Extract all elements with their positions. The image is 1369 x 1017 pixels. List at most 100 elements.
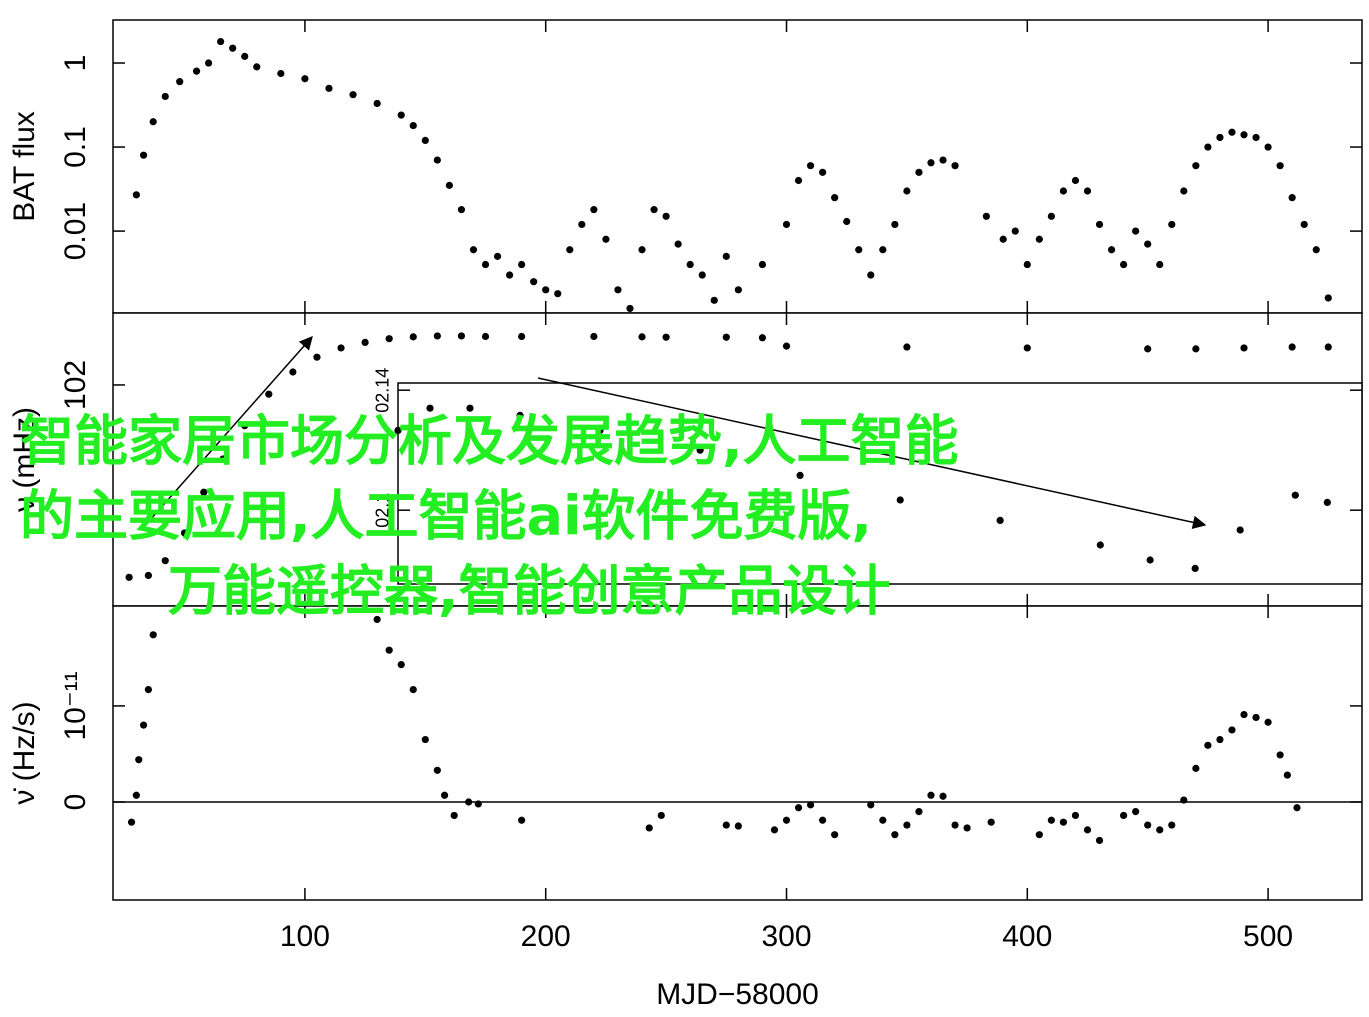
data-point: [891, 220, 899, 229]
y-axis-label: ν̇ (Hz/s): [8, 701, 41, 804]
data-point: [891, 831, 899, 839]
y-axis-label: BAT flux: [8, 111, 41, 222]
panel-frame: [112, 605, 1363, 901]
data-point: [1264, 143, 1272, 151]
data-point: [135, 756, 143, 764]
data-point: [879, 816, 887, 824]
data-point: [1047, 816, 1055, 824]
data-point: [896, 496, 904, 504]
data-point: [1132, 227, 1140, 235]
data-point: [457, 332, 466, 340]
data-point: [1180, 796, 1188, 804]
data-point: [1216, 735, 1224, 744]
data-point: [638, 333, 646, 341]
x-tick-label: 200: [521, 920, 571, 953]
data-point: [1324, 294, 1332, 302]
data-point: [241, 52, 249, 60]
data-point: [217, 37, 225, 46]
data-point: [1323, 498, 1331, 506]
data-point: [1120, 811, 1128, 820]
data-point: [855, 246, 863, 254]
data-point: [915, 168, 923, 176]
data-point: [1047, 212, 1055, 220]
y-tick-label: 02.1: [373, 493, 393, 528]
data-point: [373, 99, 381, 108]
data-point: [301, 75, 309, 83]
data-point: [1071, 176, 1080, 185]
data-point: [421, 136, 429, 144]
data-point: [542, 286, 550, 294]
data-point: [409, 333, 417, 341]
data-point: [1192, 764, 1200, 772]
data-point: [831, 831, 839, 839]
data-point: [1192, 162, 1200, 170]
data-point: [1168, 220, 1176, 229]
data-point: [397, 661, 405, 669]
data-point: [1011, 227, 1019, 235]
data-point: [626, 304, 634, 313]
data-point: [1204, 143, 1212, 151]
data-point: [200, 488, 208, 496]
data-point: [204, 59, 213, 67]
data-point: [554, 290, 562, 298]
data-point: [426, 404, 434, 412]
y-tick-label: 0.01: [59, 202, 92, 260]
data-point: [796, 471, 804, 479]
data-point: [590, 206, 598, 214]
data-point: [806, 801, 815, 809]
data-point: [1107, 246, 1116, 254]
data-point: [951, 821, 959, 829]
data-point: [313, 353, 321, 361]
data-point: [614, 286, 622, 294]
data-point: [566, 246, 574, 254]
y-tick-label: 02.14: [373, 368, 393, 413]
data-point: [903, 343, 911, 351]
data-point: [819, 168, 827, 176]
data-point: [125, 573, 133, 581]
data-point: [782, 816, 791, 824]
data-point: [927, 791, 935, 799]
data-point: [1283, 771, 1291, 779]
data-point: [289, 368, 297, 376]
data-point: [385, 646, 393, 654]
data-point: [806, 162, 815, 170]
data-point: [219, 455, 227, 463]
data-point: [782, 220, 791, 229]
data-point: [662, 333, 670, 341]
arrow: [537, 377, 1207, 529]
data-point: [657, 811, 665, 820]
data-point: [867, 271, 875, 279]
data-point: [409, 122, 417, 130]
data-point: [241, 422, 249, 430]
data-point: [674, 240, 682, 248]
data-point: [433, 156, 441, 164]
data-point: [1240, 131, 1248, 139]
data-point: [794, 176, 803, 185]
data-point: [253, 63, 261, 71]
data-point: [361, 338, 369, 347]
data-point: [518, 332, 526, 341]
data-point: [1144, 240, 1152, 248]
data-point: [481, 332, 490, 341]
data-point: [1096, 541, 1104, 549]
data-point: [903, 821, 911, 829]
overlay-text: 智能家居市场分析及发展趋势,人工智能: [20, 410, 959, 473]
data-point: [493, 252, 502, 260]
data-point: [1059, 818, 1068, 826]
data-point: [229, 44, 237, 52]
y-axis-label: ν (mHz): [8, 407, 41, 512]
x-tick-label: 100: [280, 920, 330, 953]
data-point: [686, 260, 694, 269]
data-point: [457, 206, 466, 214]
data-point: [1180, 187, 1188, 195]
data-point: [1168, 821, 1176, 829]
data-point: [982, 212, 990, 220]
data-point: [1324, 343, 1332, 351]
data-point: [277, 69, 285, 78]
panel-frame: [397, 382, 1363, 585]
data-point: [337, 344, 345, 352]
data-point: [1095, 220, 1104, 229]
data-point: [1288, 343, 1296, 351]
data-point: [325, 84, 333, 92]
data-point: [915, 808, 923, 816]
